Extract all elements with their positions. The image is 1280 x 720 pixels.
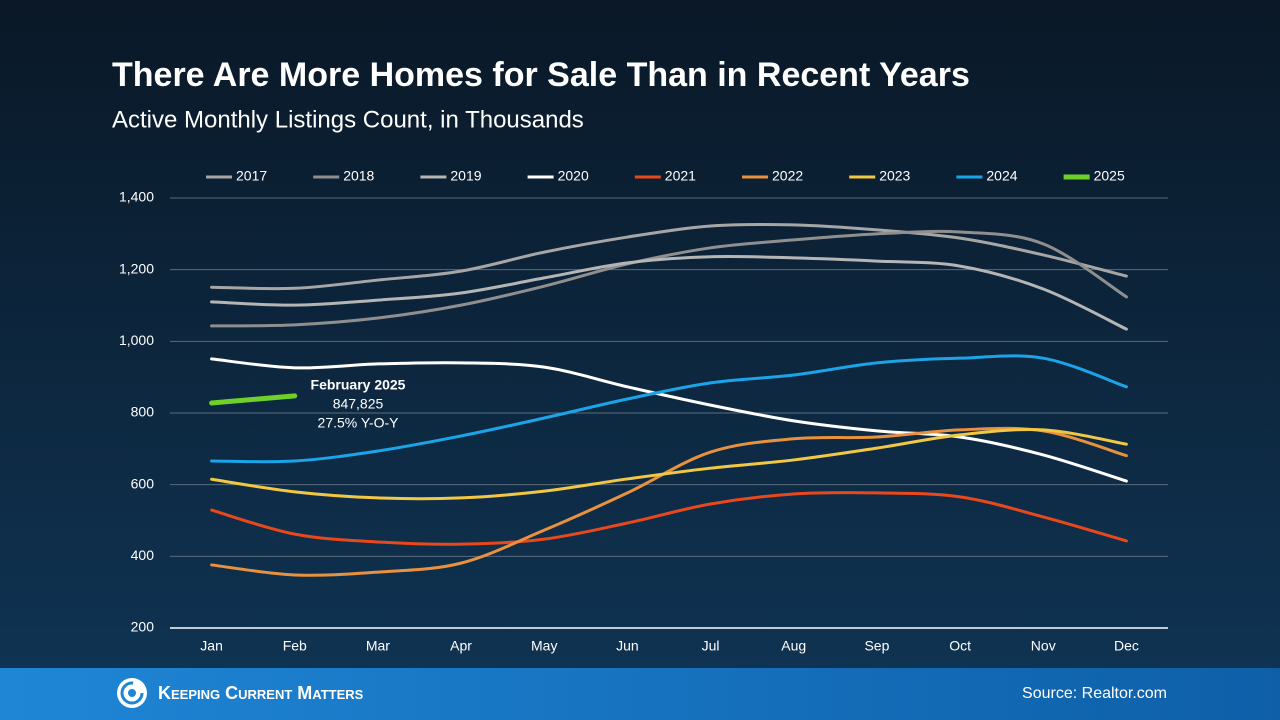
y-tick-label: 1,200 bbox=[119, 260, 154, 276]
annotation-title: February 2025 bbox=[311, 377, 406, 393]
series-line bbox=[210, 427, 1128, 501]
x-tick-label: Jan bbox=[200, 638, 223, 654]
legend-label: 2024 bbox=[986, 168, 1017, 184]
brand: Keeping Current Matters bbox=[158, 683, 364, 703]
chart-subtitle: Active Monthly Listings Count, in Thousa… bbox=[112, 106, 584, 133]
series-line bbox=[210, 426, 1128, 577]
x-tick-label: Mar bbox=[366, 638, 390, 654]
source: Source: Realtor.com bbox=[1022, 685, 1167, 702]
x-tick-label: Oct bbox=[949, 638, 971, 654]
y-tick-label: 1,400 bbox=[119, 189, 154, 205]
x-tick-label: Aug bbox=[781, 638, 806, 654]
series-line bbox=[209, 393, 298, 406]
legend-label: 2022 bbox=[772, 168, 803, 184]
x-tick-label: Nov bbox=[1031, 638, 1056, 654]
x-tick-label: Feb bbox=[283, 638, 307, 654]
legend-label: 2019 bbox=[450, 168, 481, 184]
series-line bbox=[210, 491, 1128, 546]
logo bbox=[117, 678, 147, 708]
legend-label: 2017 bbox=[236, 168, 267, 184]
x-tick-label: Jul bbox=[702, 638, 720, 654]
series-line bbox=[210, 357, 1128, 483]
y-tick-label: 800 bbox=[131, 404, 155, 420]
legend-label: 2018 bbox=[343, 168, 374, 184]
x-tick-label: Apr bbox=[450, 638, 472, 654]
series-line bbox=[210, 354, 1128, 464]
y-tick-label: 1,000 bbox=[119, 332, 154, 348]
x-tick-label: May bbox=[531, 638, 557, 654]
legend-label: 2023 bbox=[879, 168, 910, 184]
x-tick-label: Jun bbox=[616, 638, 639, 654]
background bbox=[0, 0, 1280, 668]
annotation-change: 27.5% Y-O-Y bbox=[318, 415, 400, 431]
series-line bbox=[210, 222, 1128, 291]
footer-bar bbox=[0, 668, 1280, 720]
legend-label: 2020 bbox=[558, 168, 589, 184]
y-tick-label: 600 bbox=[131, 475, 155, 491]
series-line bbox=[210, 229, 1128, 328]
x-tick-label: Dec bbox=[1114, 638, 1139, 654]
y-tick-label: 400 bbox=[131, 547, 155, 563]
x-tick-label: Sep bbox=[864, 638, 889, 654]
series-line bbox=[210, 254, 1128, 331]
chart-title: There Are More Homes for Sale Than in Re… bbox=[112, 56, 970, 94]
legend-label: 2025 bbox=[1094, 168, 1125, 184]
legend-label: 2021 bbox=[665, 168, 696, 184]
annotation-value: 847,825 bbox=[333, 396, 384, 412]
y-tick-label: 200 bbox=[131, 619, 155, 635]
